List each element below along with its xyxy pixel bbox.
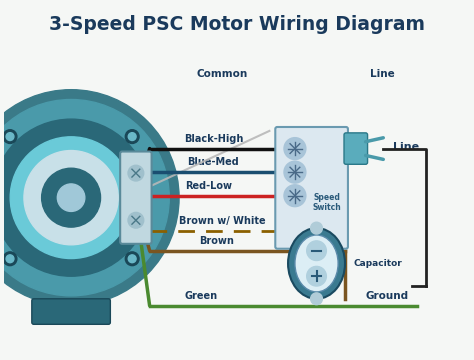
Ellipse shape xyxy=(288,228,345,299)
Circle shape xyxy=(307,266,326,286)
Text: Black-High: Black-High xyxy=(184,134,243,144)
Circle shape xyxy=(128,165,144,181)
Text: Line: Line xyxy=(393,141,419,152)
Text: Common: Common xyxy=(197,69,248,79)
Circle shape xyxy=(310,293,322,305)
Text: Capacitor: Capacitor xyxy=(354,259,402,268)
FancyBboxPatch shape xyxy=(32,299,110,324)
Circle shape xyxy=(0,99,169,296)
Circle shape xyxy=(6,255,14,263)
Circle shape xyxy=(10,137,132,258)
Circle shape xyxy=(128,132,136,140)
Circle shape xyxy=(125,252,139,266)
Text: 3-Speed PSC Motor Wiring Diagram: 3-Speed PSC Motor Wiring Diagram xyxy=(49,15,425,35)
Circle shape xyxy=(42,168,100,227)
Text: Brown: Brown xyxy=(199,236,234,246)
FancyBboxPatch shape xyxy=(120,152,152,244)
FancyBboxPatch shape xyxy=(275,127,348,249)
Circle shape xyxy=(128,212,144,228)
Circle shape xyxy=(3,252,17,266)
Circle shape xyxy=(307,241,326,261)
Circle shape xyxy=(128,255,136,263)
Circle shape xyxy=(0,90,179,306)
Circle shape xyxy=(24,150,118,245)
Circle shape xyxy=(6,132,14,140)
FancyBboxPatch shape xyxy=(344,133,367,164)
Circle shape xyxy=(0,119,150,276)
Text: Line: Line xyxy=(370,69,395,79)
Text: Speed
Switch: Speed Switch xyxy=(312,193,341,212)
Circle shape xyxy=(3,130,17,143)
Circle shape xyxy=(310,222,322,234)
Circle shape xyxy=(125,130,139,143)
Circle shape xyxy=(284,161,306,183)
Circle shape xyxy=(284,185,306,207)
Circle shape xyxy=(57,184,85,211)
Text: Brown w/ White: Brown w/ White xyxy=(179,216,265,226)
Text: Red-Low: Red-Low xyxy=(185,181,232,191)
Text: Green: Green xyxy=(184,291,217,301)
Circle shape xyxy=(284,138,306,159)
Text: Blue-Med: Blue-Med xyxy=(188,157,239,167)
Ellipse shape xyxy=(295,235,338,292)
Text: Ground: Ground xyxy=(365,291,409,301)
